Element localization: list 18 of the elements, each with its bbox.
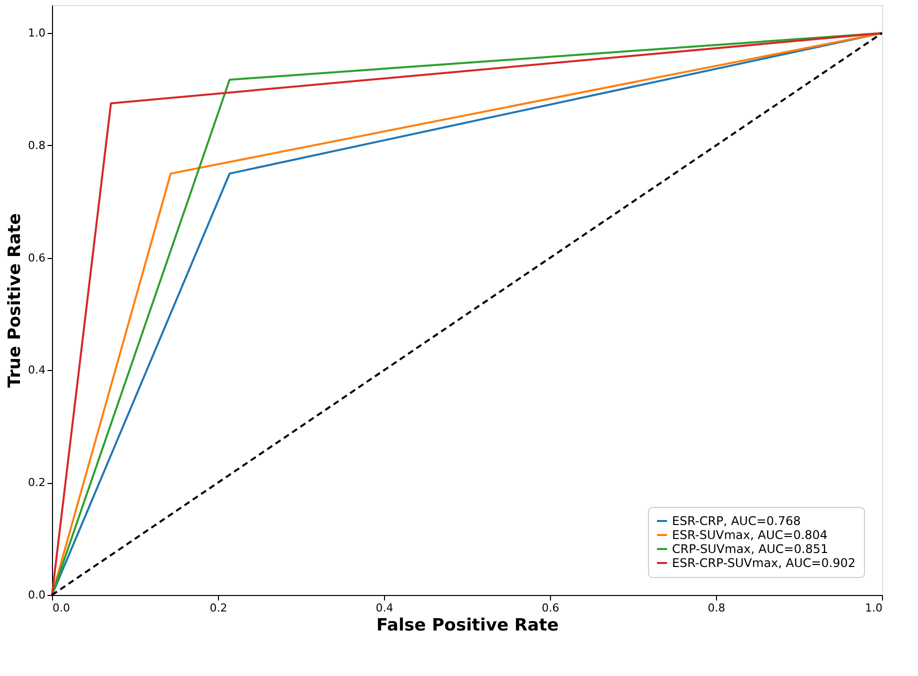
x-axis-title: False Positive Rate (376, 616, 559, 636)
legend-label: ESR-SUVmax, AUC=0.804 (672, 528, 828, 542)
y-tick-label: 0.0 (28, 588, 46, 602)
x-tick-label: 1.0 (865, 602, 882, 614)
x-tick-label: 0.0 (52, 602, 70, 614)
legend-label: ESR-CRP-SUVmax, AUC=0.902 (672, 556, 856, 570)
x-tick-label: 0.4 (376, 602, 394, 614)
x-tick-label: 0.6 (542, 602, 560, 614)
legend-label: ESR-CRP, AUC=0.768 (672, 514, 801, 528)
x-tick-label: 0.2 (210, 602, 228, 614)
y-tick-label: 0.6 (28, 251, 46, 264)
y-tick-label: 1.0 (28, 26, 46, 40)
x-tick-label: 0.8 (708, 602, 726, 614)
y-tick-label: 0.4 (28, 364, 46, 377)
legend-label: CRP-SUVmax, AUC=0.851 (672, 542, 828, 556)
y-tick-label: 0.2 (28, 476, 46, 490)
y-tick-label: 0.8 (28, 138, 46, 152)
y-axis-title: True Positive Rate (5, 213, 26, 388)
